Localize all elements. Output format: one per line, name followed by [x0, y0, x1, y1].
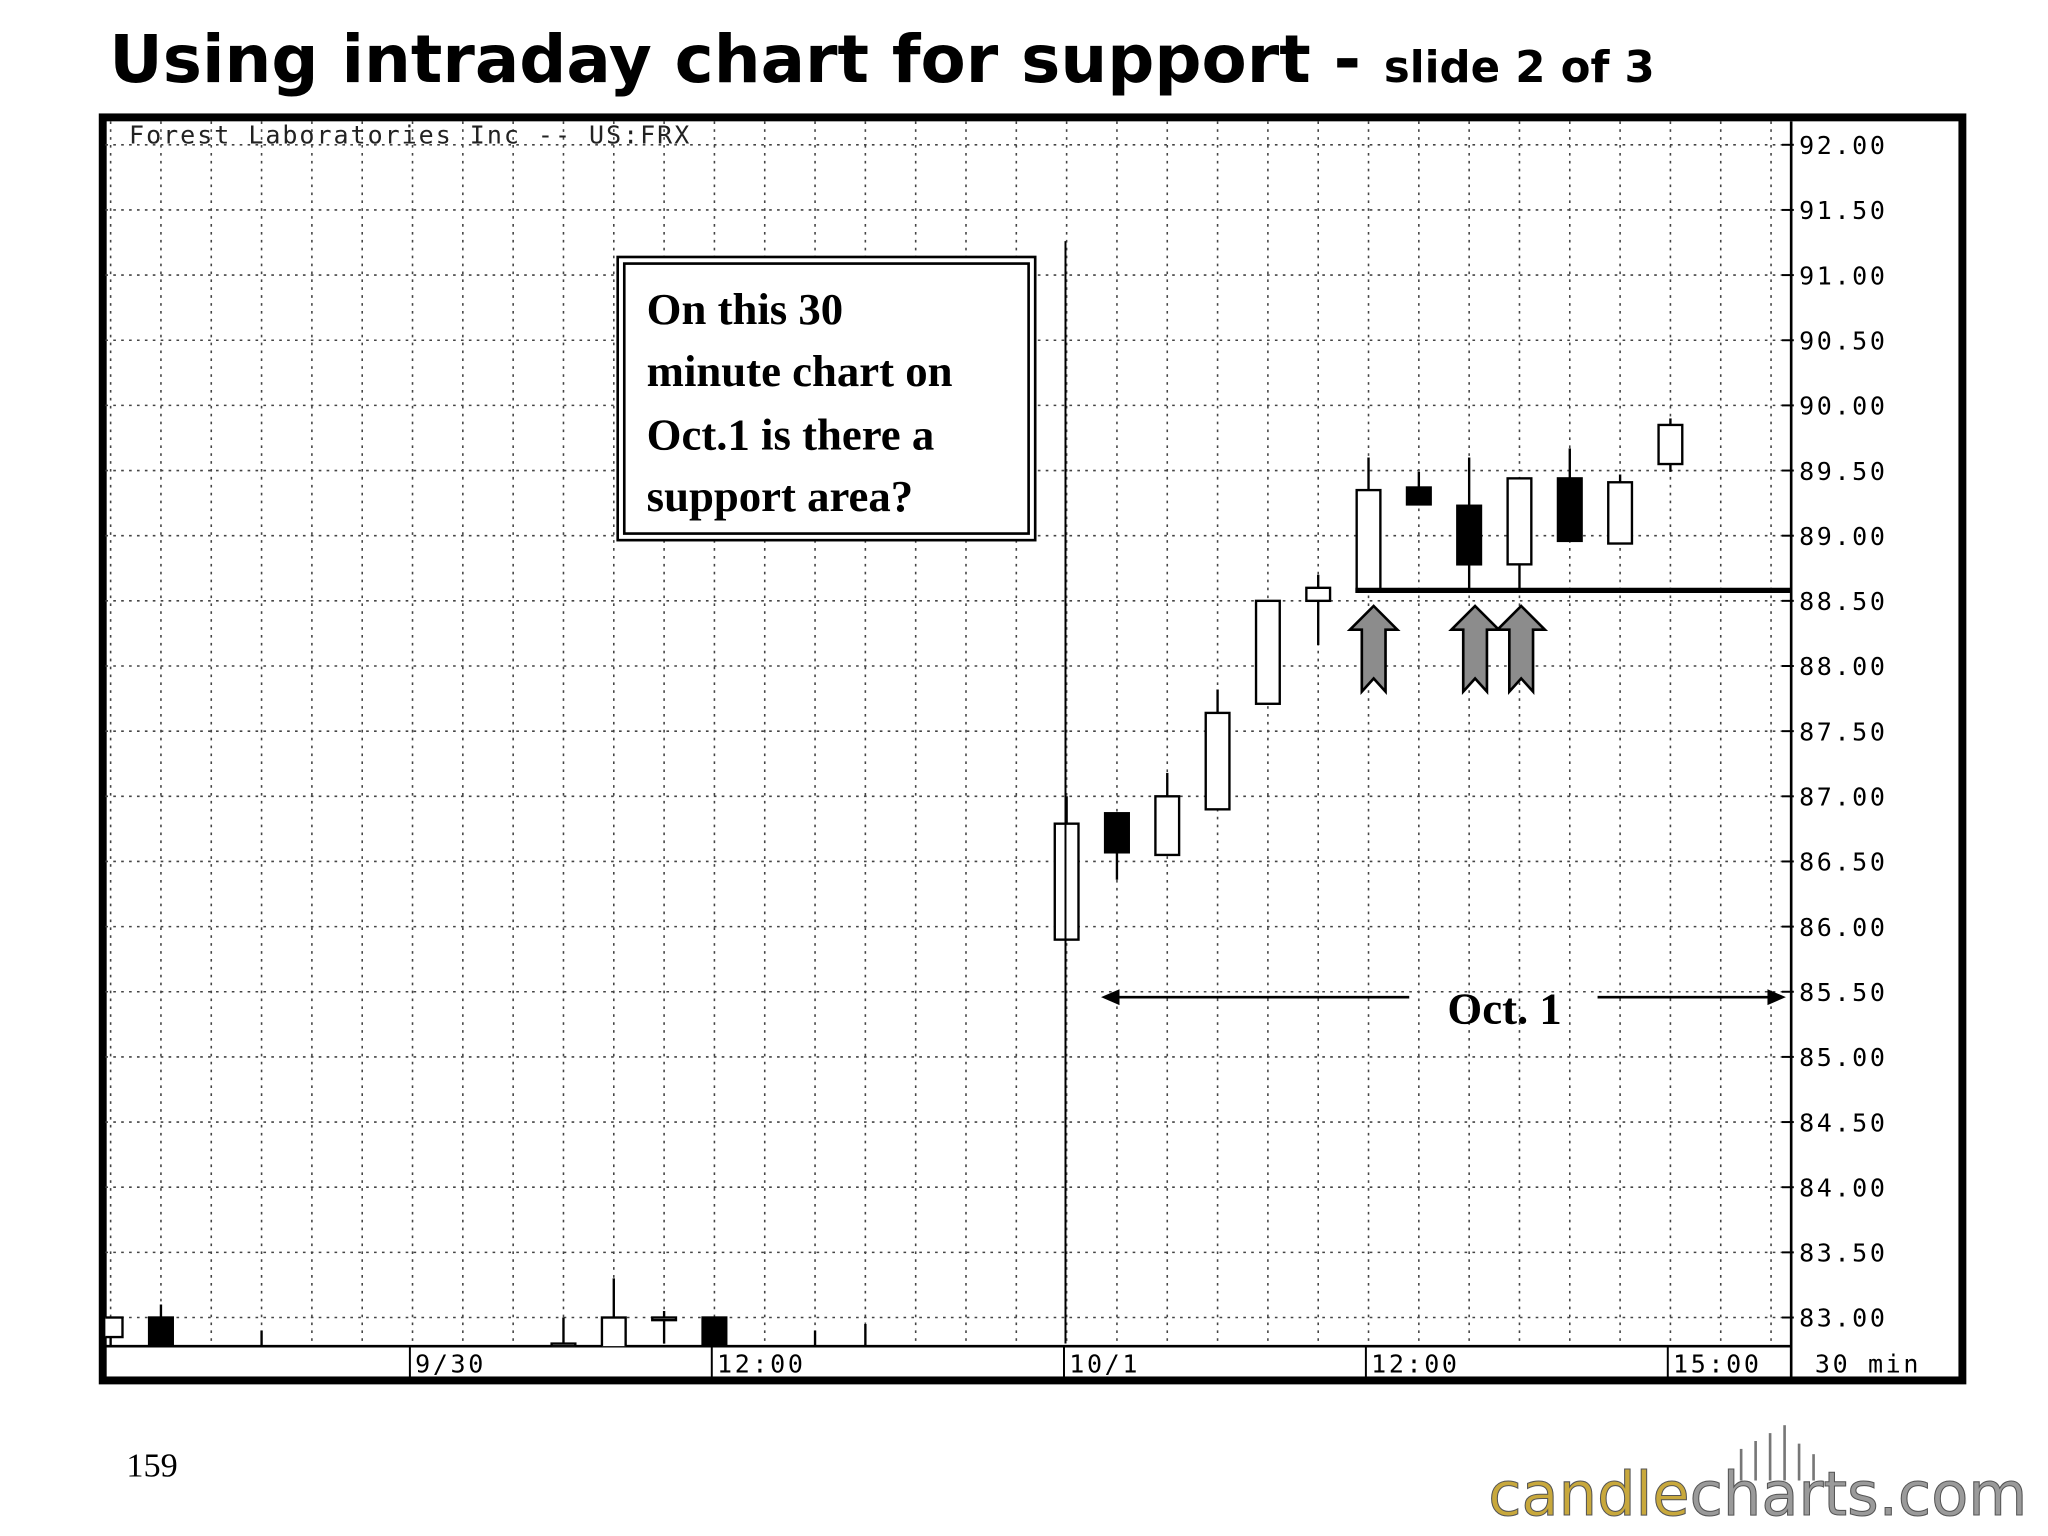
x-tick-label: 9/30: [415, 1350, 486, 1379]
arrowhead: [1767, 989, 1786, 1006]
logo-text: candlecharts.com: [1488, 1460, 2027, 1530]
annotation-box-inner: [622, 262, 1030, 535]
candle-body: [1154, 795, 1181, 857]
support-arrows: [1346, 604, 1549, 696]
page-number: 159: [126, 1447, 177, 1485]
slide-title: Using intraday chart for support - slide…: [109, 21, 1654, 98]
candle-body: [1657, 423, 1684, 466]
up-arrow: [1494, 604, 1549, 696]
y-tick-label: 83.00: [1799, 1304, 1887, 1333]
annotation-text: On this 30 minute chart on Oct.1 is ther…: [647, 284, 953, 521]
y-tick-label: 87.00: [1799, 783, 1887, 812]
y-tick-label: 89.00: [1799, 522, 1887, 551]
y-tick-label: 85.50: [1799, 978, 1887, 1007]
y-tick-label: 90.50: [1799, 326, 1887, 355]
arrowhead: [1101, 989, 1120, 1006]
candle-body: [1405, 486, 1432, 506]
candle-body: [854, 1357, 878, 1360]
candle-body: [1305, 586, 1332, 603]
candle-body: [1607, 481, 1634, 545]
logo-part: candle: [1488, 1460, 1689, 1530]
candle-body: [1556, 477, 1583, 543]
candles: [105, 418, 1684, 1370]
candle-body: [147, 1316, 174, 1347]
candle-body: [1506, 477, 1533, 566]
candle-body: [550, 1342, 577, 1347]
y-tick-label: 90.00: [1799, 392, 1887, 421]
logo: candlecharts.com: [1488, 1425, 2028, 1530]
annotation-line: minute chart on: [647, 346, 953, 396]
candle-body: [1254, 599, 1281, 705]
x-tick-label: 12:00: [717, 1350, 805, 1379]
x-tick-label: 15:00: [1673, 1350, 1761, 1379]
y-tick-label: 84.00: [1799, 1173, 1887, 1202]
y-tick-label: 86.00: [1799, 913, 1887, 942]
y-tick-label: 86.50: [1799, 848, 1887, 877]
candle-body: [250, 1363, 274, 1370]
interval-label: 30 min: [1815, 1350, 1921, 1379]
up-arrow: [1448, 604, 1502, 696]
candle-body: [105, 1316, 124, 1339]
y-tick-label: 87.50: [1799, 717, 1887, 746]
y-tick-label: 91.00: [1799, 261, 1887, 290]
logo-icon: [1739, 1425, 1815, 1481]
candle-body: [803, 1357, 827, 1360]
range-label: Oct. 1: [1447, 984, 1561, 1034]
x-tick-label: 10/1: [1069, 1350, 1140, 1379]
chart-frame: [98, 113, 1967, 1385]
annotation-line: Oct.1 is there a: [647, 409, 935, 459]
y-tick-label: 85.00: [1799, 1043, 1887, 1072]
y-tick-label: 92.00: [1799, 131, 1887, 160]
y-tick-label: 83.50: [1799, 1239, 1887, 1268]
x-tick-label: 12:00: [1371, 1350, 1459, 1379]
annotation-box-outer: [616, 255, 1037, 542]
y-tick-label: 88.00: [1799, 652, 1887, 681]
candle-body: [651, 1316, 678, 1322]
y-tick-label: 91.50: [1799, 196, 1887, 225]
logo-part: charts.com: [1690, 1460, 2028, 1530]
candle-body: [1103, 812, 1130, 854]
annotation-line: On this 30: [647, 284, 844, 334]
candle-body: [1355, 488, 1382, 593]
y-tick-label: 89.50: [1799, 457, 1887, 486]
up-arrow: [1346, 604, 1401, 696]
candle-body: [1456, 504, 1483, 566]
grid: [105, 121, 1792, 1347]
chart-title: Forest Laboratories Inc -- US:FRX: [129, 121, 691, 150]
candle-body: [600, 1316, 627, 1347]
title-sub: slide 2 of 3: [1384, 43, 1655, 93]
candle-body: [1204, 711, 1231, 811]
y-tick-label: 88.50: [1799, 587, 1887, 616]
y-tick-label: 84.50: [1799, 1108, 1887, 1137]
title-main: Using intraday chart for support -: [109, 21, 1361, 98]
candle-body: [1053, 822, 1080, 941]
annotation-line: support area?: [647, 471, 914, 521]
candle-body: [701, 1316, 728, 1347]
